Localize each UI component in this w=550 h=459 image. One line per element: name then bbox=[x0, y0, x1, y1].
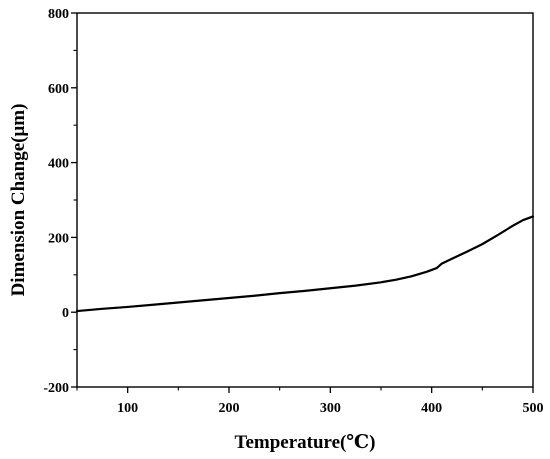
x-tick-label: 100 bbox=[117, 401, 138, 416]
y-tick-label: 0 bbox=[62, 306, 69, 321]
y-tick-label: 400 bbox=[48, 157, 69, 172]
x-tick-label: 300 bbox=[320, 401, 341, 416]
y-tick-label: 200 bbox=[48, 231, 69, 246]
x-axis-title: Temperature(℃) bbox=[235, 432, 376, 453]
x-tick-label: 500 bbox=[523, 401, 544, 416]
y-tick-label: 800 bbox=[48, 7, 69, 22]
plot-frame bbox=[76, 12, 534, 388]
y-tick-label: -200 bbox=[43, 381, 69, 396]
y-tick-label: 600 bbox=[48, 82, 69, 97]
y-axis-title: Dimension Change(μm) bbox=[8, 104, 29, 297]
series-line-dimension-change bbox=[75, 215, 535, 313]
x-tick-label: 400 bbox=[421, 401, 442, 416]
axis-ticks bbox=[71, 12, 534, 393]
axis-tick-labels: 100 200 300 400 500 -200 0 200 400 600 800 bbox=[43, 7, 543, 416]
x-tick-label: 200 bbox=[219, 401, 240, 416]
